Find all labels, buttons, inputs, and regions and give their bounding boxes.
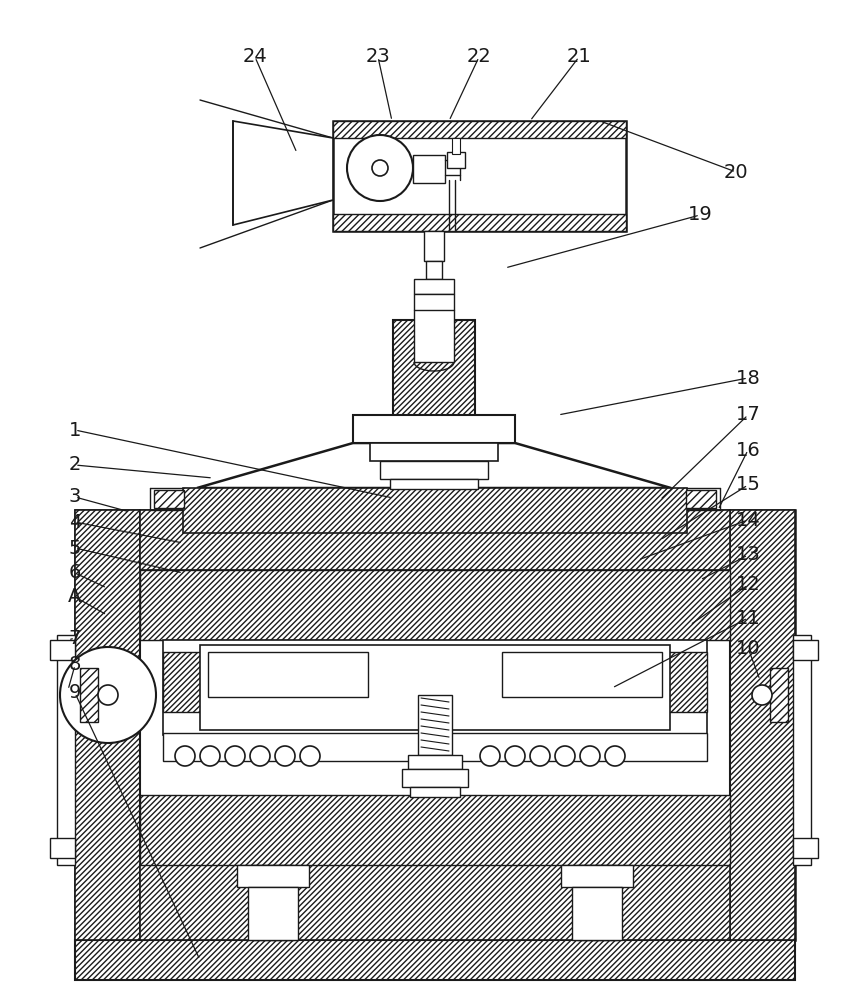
Circle shape [200, 746, 220, 766]
Bar [408, 755, 462, 769]
Text: 21: 21 [567, 47, 591, 66]
Bar [57, 635, 75, 865]
Text: 16: 16 [735, 440, 760, 460]
Bar [253, 865, 293, 940]
Bar [561, 865, 633, 887]
Circle shape [372, 160, 388, 176]
Text: 4: 4 [69, 512, 82, 532]
Bar [75, 940, 795, 980]
Circle shape [300, 746, 320, 766]
Bar [380, 461, 488, 479]
Bar [208, 652, 368, 697]
Circle shape [505, 746, 525, 766]
Circle shape [347, 135, 413, 201]
Bar [140, 510, 730, 570]
Bar [390, 479, 478, 489]
Text: 17: 17 [735, 406, 760, 424]
Bar [154, 490, 184, 508]
Circle shape [530, 746, 550, 766]
Bar [183, 488, 687, 533]
Circle shape [580, 746, 600, 766]
Bar [333, 121, 626, 231]
Text: 23: 23 [365, 47, 391, 66]
Text: 9: 9 [69, 684, 82, 702]
Circle shape [555, 746, 575, 766]
Polygon shape [233, 121, 333, 225]
Bar [686, 490, 716, 508]
Text: 7: 7 [69, 629, 82, 648]
Bar [50, 640, 75, 660]
Text: 15: 15 [735, 476, 760, 494]
Text: 20: 20 [724, 162, 748, 182]
Bar [50, 838, 75, 858]
Bar [333, 121, 626, 138]
Bar [163, 652, 318, 712]
Text: 14: 14 [735, 510, 760, 530]
Bar [237, 865, 309, 887]
Text: 3: 3 [69, 488, 82, 506]
Circle shape [175, 746, 195, 766]
Text: 18: 18 [735, 368, 760, 387]
Bar [402, 769, 468, 787]
Bar [414, 279, 454, 294]
Bar [572, 887, 622, 940]
Text: 22: 22 [467, 47, 491, 66]
Text: 1: 1 [69, 420, 82, 440]
Circle shape [752, 685, 772, 705]
Bar [502, 652, 662, 697]
Bar [730, 510, 795, 940]
Circle shape [60, 647, 156, 743]
Text: 13: 13 [735, 546, 760, 564]
Bar [770, 668, 788, 722]
Circle shape [480, 746, 500, 766]
Bar [552, 652, 707, 712]
Bar [140, 795, 730, 865]
Text: 6: 6 [69, 564, 82, 582]
Text: 11: 11 [735, 608, 760, 628]
Circle shape [225, 746, 245, 766]
Bar [793, 838, 818, 858]
Circle shape [605, 746, 625, 766]
Text: 2: 2 [69, 456, 82, 475]
Text: 24: 24 [243, 47, 267, 66]
Bar [426, 261, 442, 279]
Bar [248, 887, 298, 940]
Bar [200, 645, 670, 730]
Text: 8: 8 [69, 656, 82, 674]
Bar [80, 668, 98, 722]
Bar [140, 865, 730, 940]
Text: 5: 5 [69, 538, 82, 558]
Circle shape [275, 746, 295, 766]
Bar [370, 443, 498, 461]
Bar [163, 733, 707, 761]
Bar [447, 152, 465, 168]
Bar [75, 510, 795, 940]
Bar [577, 865, 617, 940]
Bar [140, 570, 730, 640]
Text: A: A [69, 587, 82, 606]
Bar [452, 138, 460, 154]
Bar [75, 510, 140, 940]
Bar [413, 155, 445, 183]
Text: 10: 10 [736, 639, 760, 658]
Bar [353, 415, 515, 443]
Bar [333, 214, 626, 231]
Text: 12: 12 [735, 576, 760, 594]
Bar [393, 320, 475, 488]
Circle shape [250, 746, 270, 766]
Bar [410, 787, 460, 797]
Bar [793, 635, 811, 865]
Bar [163, 640, 707, 735]
Bar [418, 695, 452, 755]
Circle shape [98, 685, 118, 705]
Bar [140, 640, 730, 860]
Bar [424, 231, 444, 261]
Text: 19: 19 [687, 206, 713, 225]
Bar [414, 294, 454, 362]
Bar [793, 640, 818, 660]
Polygon shape [197, 443, 671, 488]
